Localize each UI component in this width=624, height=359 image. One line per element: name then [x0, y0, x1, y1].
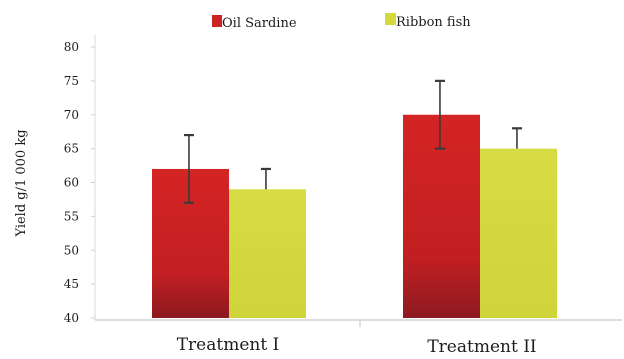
y-axis-ticks: 40 45 50 55 60 65 70 75 80 [64, 40, 95, 325]
bar-oil-sardine-treatment-i [152, 168, 229, 318]
y-tick-label: 50 [64, 243, 79, 257]
bar-oil-sardine-treatment-ii [403, 114, 480, 318]
bar-ribbon-fish-treatment-ii [480, 148, 557, 318]
bar-ribbon-fish-treatment-i [229, 189, 306, 318]
y-tick-label: 45 [64, 277, 79, 291]
legend-item-oil-sardine: Oil Sardine [212, 15, 297, 31]
y-tick-label: 70 [64, 108, 79, 122]
legend-label-ribbon-fish: Ribbon fish [396, 15, 471, 30]
error-bar-ribbon-fish-treatment-ii [511, 127, 522, 149]
x-tick-label-treatment-i: Treatment I [177, 335, 280, 355]
y-tick-label: 65 [64, 142, 79, 156]
legend: Oil Sardine Ribbon fish [212, 13, 471, 31]
y-tick-label: 55 [64, 209, 79, 223]
y-axis-title: Yield g/1 000 kg [14, 129, 29, 237]
error-bar-oil-sardine-treatment-i [183, 133, 194, 204]
x-tick-label-treatment-ii: Treatment II [427, 337, 536, 355]
legend-item-ribbon-fish: Ribbon fish [385, 13, 471, 30]
legend-swatch-oil-sardine [212, 15, 222, 27]
y-tick-label: 60 [64, 176, 79, 190]
error-bars [183, 79, 522, 204]
error-bar-ribbon-fish-treatment-i [260, 167, 271, 190]
error-bar-oil-sardine-treatment-ii [434, 79, 445, 150]
legend-swatch-ribbon-fish [385, 13, 396, 25]
y-tick-label: 40 [64, 311, 79, 325]
legend-label-oil-sardine: Oil Sardine [222, 16, 297, 31]
y-tick-label: 80 [64, 40, 79, 54]
y-tick-label: 75 [64, 74, 79, 88]
bars [152, 114, 557, 318]
